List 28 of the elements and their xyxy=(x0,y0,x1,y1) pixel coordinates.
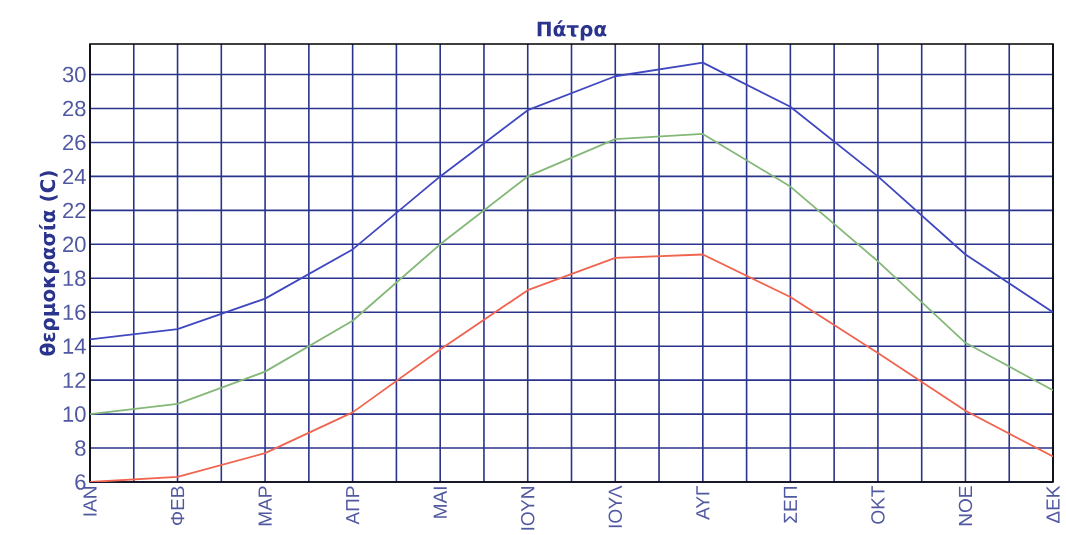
x-tick-label: ΑΥΓ xyxy=(696,486,710,521)
line-series xyxy=(90,61,1054,341)
y-axis-title: θερμοκρασία (C) xyxy=(38,171,60,356)
x-tick-label: ΟΚΤ xyxy=(871,486,885,524)
y-tick-label: 24 xyxy=(63,168,86,185)
line-series xyxy=(90,253,1054,483)
y-tick-label: 18 xyxy=(63,270,86,287)
y-tick-label: 14 xyxy=(63,338,86,354)
line-series xyxy=(90,133,1054,416)
chart-title: Πάτρα xyxy=(537,20,607,41)
y-tick-label: 16 xyxy=(63,304,86,321)
x-tick-label: ΙΟΥΛ xyxy=(608,485,623,528)
x-tick-label: ΜΑΙ xyxy=(433,487,447,518)
x-tick-label: ΦΕΒ xyxy=(170,486,185,526)
x-tick-label: ΣΕΠ xyxy=(783,487,797,523)
x-tick-label: ΜΑΡ xyxy=(258,486,272,526)
y-tick-label: 22 xyxy=(63,202,86,219)
y-tick-label: 20 xyxy=(63,236,86,253)
y-tick-label: 26 xyxy=(63,134,86,151)
y-tick-label: 10 xyxy=(63,406,86,423)
y-tick-label: 12 xyxy=(63,372,86,388)
y-tick-label: 28 xyxy=(63,100,86,117)
x-tick-label: ΔΕΚ xyxy=(1046,485,1060,524)
y-tick-label: 8 xyxy=(75,440,86,456)
x-tick-label: ΑΠΡ xyxy=(346,486,360,525)
x-tick-label: ΙΟΥΝ xyxy=(521,487,535,530)
x-tick-label: ΝΟΕ xyxy=(958,486,973,526)
y-tick-label: 30 xyxy=(62,66,86,83)
